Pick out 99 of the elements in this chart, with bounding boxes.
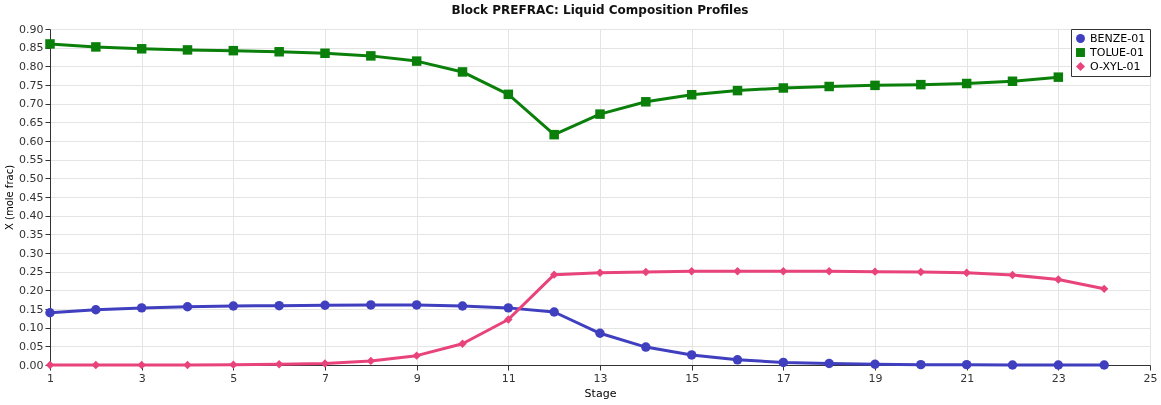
x-tick-label: 15 [685,371,700,385]
point [824,81,834,92]
x-tick-label: 1 [47,371,54,385]
point [870,359,880,369]
point [136,44,147,54]
x-tick-label: 3 [138,371,146,385]
x-tick-label: 21 [960,371,975,385]
y-tick-label: 0.35 [19,227,44,241]
point [228,301,239,311]
point [91,305,101,315]
point [733,267,742,276]
y-tick-label: 0.30 [19,246,44,260]
y-tick-label: 0.10 [19,321,44,335]
x-axis-title: Stage [584,386,617,400]
point [45,39,55,49]
y-tick-label: 0.15 [19,302,44,316]
y-tick-label: 0.75 [19,78,44,92]
point [962,268,971,277]
y-tick-label: 0.70 [19,97,44,111]
y-axis-title: X (mole frac) [4,164,16,231]
x-tick-label: 7 [322,371,329,385]
point [595,328,605,338]
point [457,67,468,77]
point [274,47,284,57]
point [595,109,605,119]
point [458,339,467,348]
point [320,48,330,59]
point [641,342,651,352]
point [136,303,147,313]
x-tick-label: 23 [1051,371,1066,385]
point [229,360,238,369]
y-tick-label: 0.40 [19,209,44,223]
point [411,56,422,66]
chart-title: Block PREFRAC: Liquid Composition Profiles [451,3,749,17]
y-tick-label: 0.45 [19,190,44,204]
point [182,302,193,312]
point [824,358,834,369]
y-tick-label: 0.05 [19,339,44,353]
point [1099,284,1109,294]
y-tick-label: 0.65 [19,115,44,129]
point [228,45,239,56]
x-tick-label: 13 [593,371,608,385]
point [916,79,926,90]
y-tick-label: 0.25 [19,265,44,279]
point [1007,360,1018,370]
x-tick-label: 19 [868,371,883,385]
point [320,300,330,310]
y-tick-label: 0.50 [19,171,44,185]
y-tick-label: 0.80 [19,59,44,73]
point [366,300,376,310]
point [503,303,514,313]
point [641,97,651,107]
x-tick-label: 11 [501,371,516,385]
point [182,45,193,55]
y-tick-label: 0.90 [19,22,44,36]
x-tick-label: 9 [413,371,421,385]
legend-label: O-XYL-01 [1090,59,1141,73]
point [732,355,743,365]
point [961,359,972,370]
point [91,42,101,52]
point [916,359,926,370]
point [961,78,972,89]
point [779,267,788,276]
point [549,129,559,140]
y-tick-label: 0.20 [19,283,44,297]
point [320,359,330,368]
point [732,85,743,96]
legend-label: TOLUE-01 [1089,45,1144,59]
point [549,307,559,317]
point [1099,360,1109,370]
x-tick-label: 5 [230,371,238,385]
point [686,350,697,360]
point [411,300,422,310]
point [137,360,146,370]
point [45,308,55,318]
legend-label: BENZE-01 [1090,31,1146,45]
point [1008,270,1017,280]
y-tick-label: 0.60 [19,134,44,148]
point [1053,72,1064,82]
point [870,80,880,91]
y-tick-label: 0.85 [19,41,44,55]
point [274,300,284,311]
point [1054,275,1063,284]
point [778,357,789,368]
x-tick-label: 17 [776,371,791,385]
point [504,315,513,324]
x-tick-label: 25 [1143,371,1158,385]
y-tick-label: 0.00 [19,358,44,372]
point [412,351,421,360]
point [366,51,376,61]
point [778,83,789,93]
point [687,267,696,276]
point [1053,360,1064,370]
point [1007,76,1018,87]
point [183,360,192,370]
point [457,301,468,311]
point [686,89,697,100]
point [503,89,514,100]
y-tick-label: 0.55 [19,153,44,167]
